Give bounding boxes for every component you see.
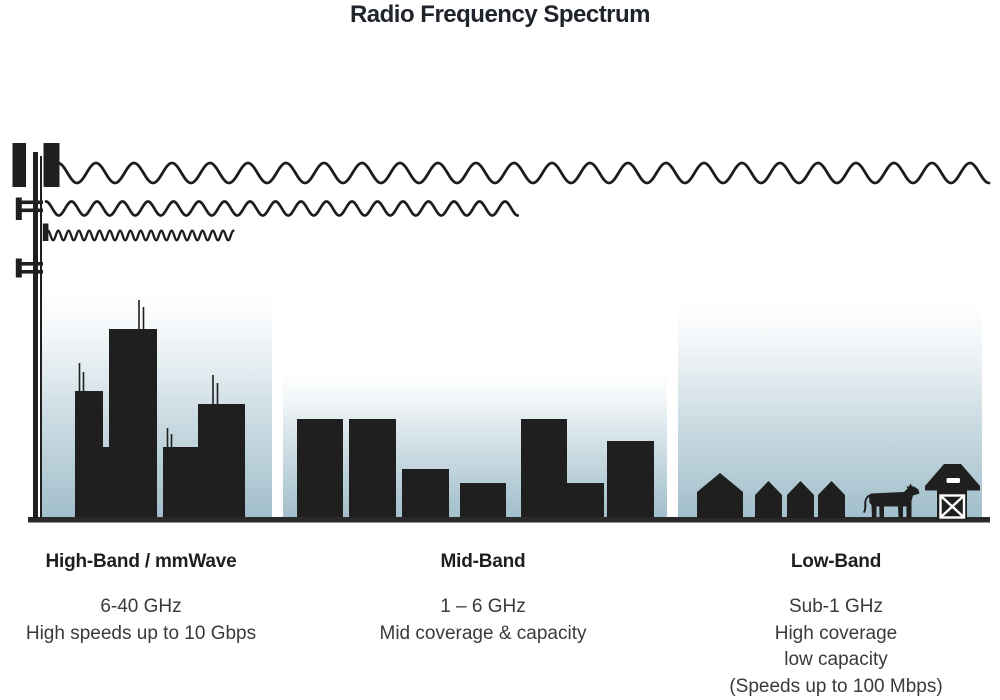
low-band-speed-note: (Speeds up to 100 Mbps)	[729, 675, 943, 697]
spectrum-illustration	[12, 143, 991, 523]
radio-waves	[44, 161, 991, 242]
high-band-heading: High-Band / mmWave	[45, 551, 237, 572]
low-band-description: High coverage	[774, 622, 898, 644]
house-icon	[787, 481, 814, 518]
cell-tower-icon	[12, 143, 60, 518]
house-icon	[755, 481, 782, 518]
town-buildings-icon	[297, 419, 654, 517]
mid-band-frequency: 1 – 6 GHz	[440, 596, 526, 617]
high-band-label-block: High-Band / mmWave 6-40 GHz High speeds …	[18, 551, 264, 647]
low-band-frequency: Sub-1 GHz	[789, 596, 883, 617]
rural-scene	[697, 464, 980, 519]
cow-tail	[863, 494, 871, 513]
low-band-wave	[56, 161, 991, 185]
page-title: Radio Frequency Spectrum	[349, 1, 651, 28]
mid-band-label-block: Mid-Band 1 – 6 GHz Mid coverage & capaci…	[363, 551, 603, 647]
low-band-description: low capacity	[784, 649, 888, 670]
ground-line	[28, 517, 990, 523]
mid-band-description: Mid coverage & capacity	[379, 622, 587, 644]
barn-door	[939, 494, 966, 519]
high-band-description: High speeds up to 10 Gbps	[25, 622, 257, 644]
rooftop-antennas	[78, 300, 219, 447]
house-icon	[818, 481, 845, 518]
house-icon	[697, 473, 743, 518]
high-band-frequency: 6-40 GHz	[100, 596, 182, 617]
low-band-heading: Low-Band	[790, 551, 882, 572]
barn-icon	[925, 464, 980, 519]
cow-icon	[863, 483, 920, 518]
mid-band-heading: Mid-Band	[440, 551, 526, 572]
low-band-label-block: Low-Band Sub-1 GHz High coverage low cap…	[716, 551, 956, 700]
barn-loft-vent	[946, 478, 960, 483]
high-band-wave	[46, 229, 235, 242]
mid-band-wave	[44, 200, 520, 217]
city-buildings-icon	[75, 300, 245, 517]
